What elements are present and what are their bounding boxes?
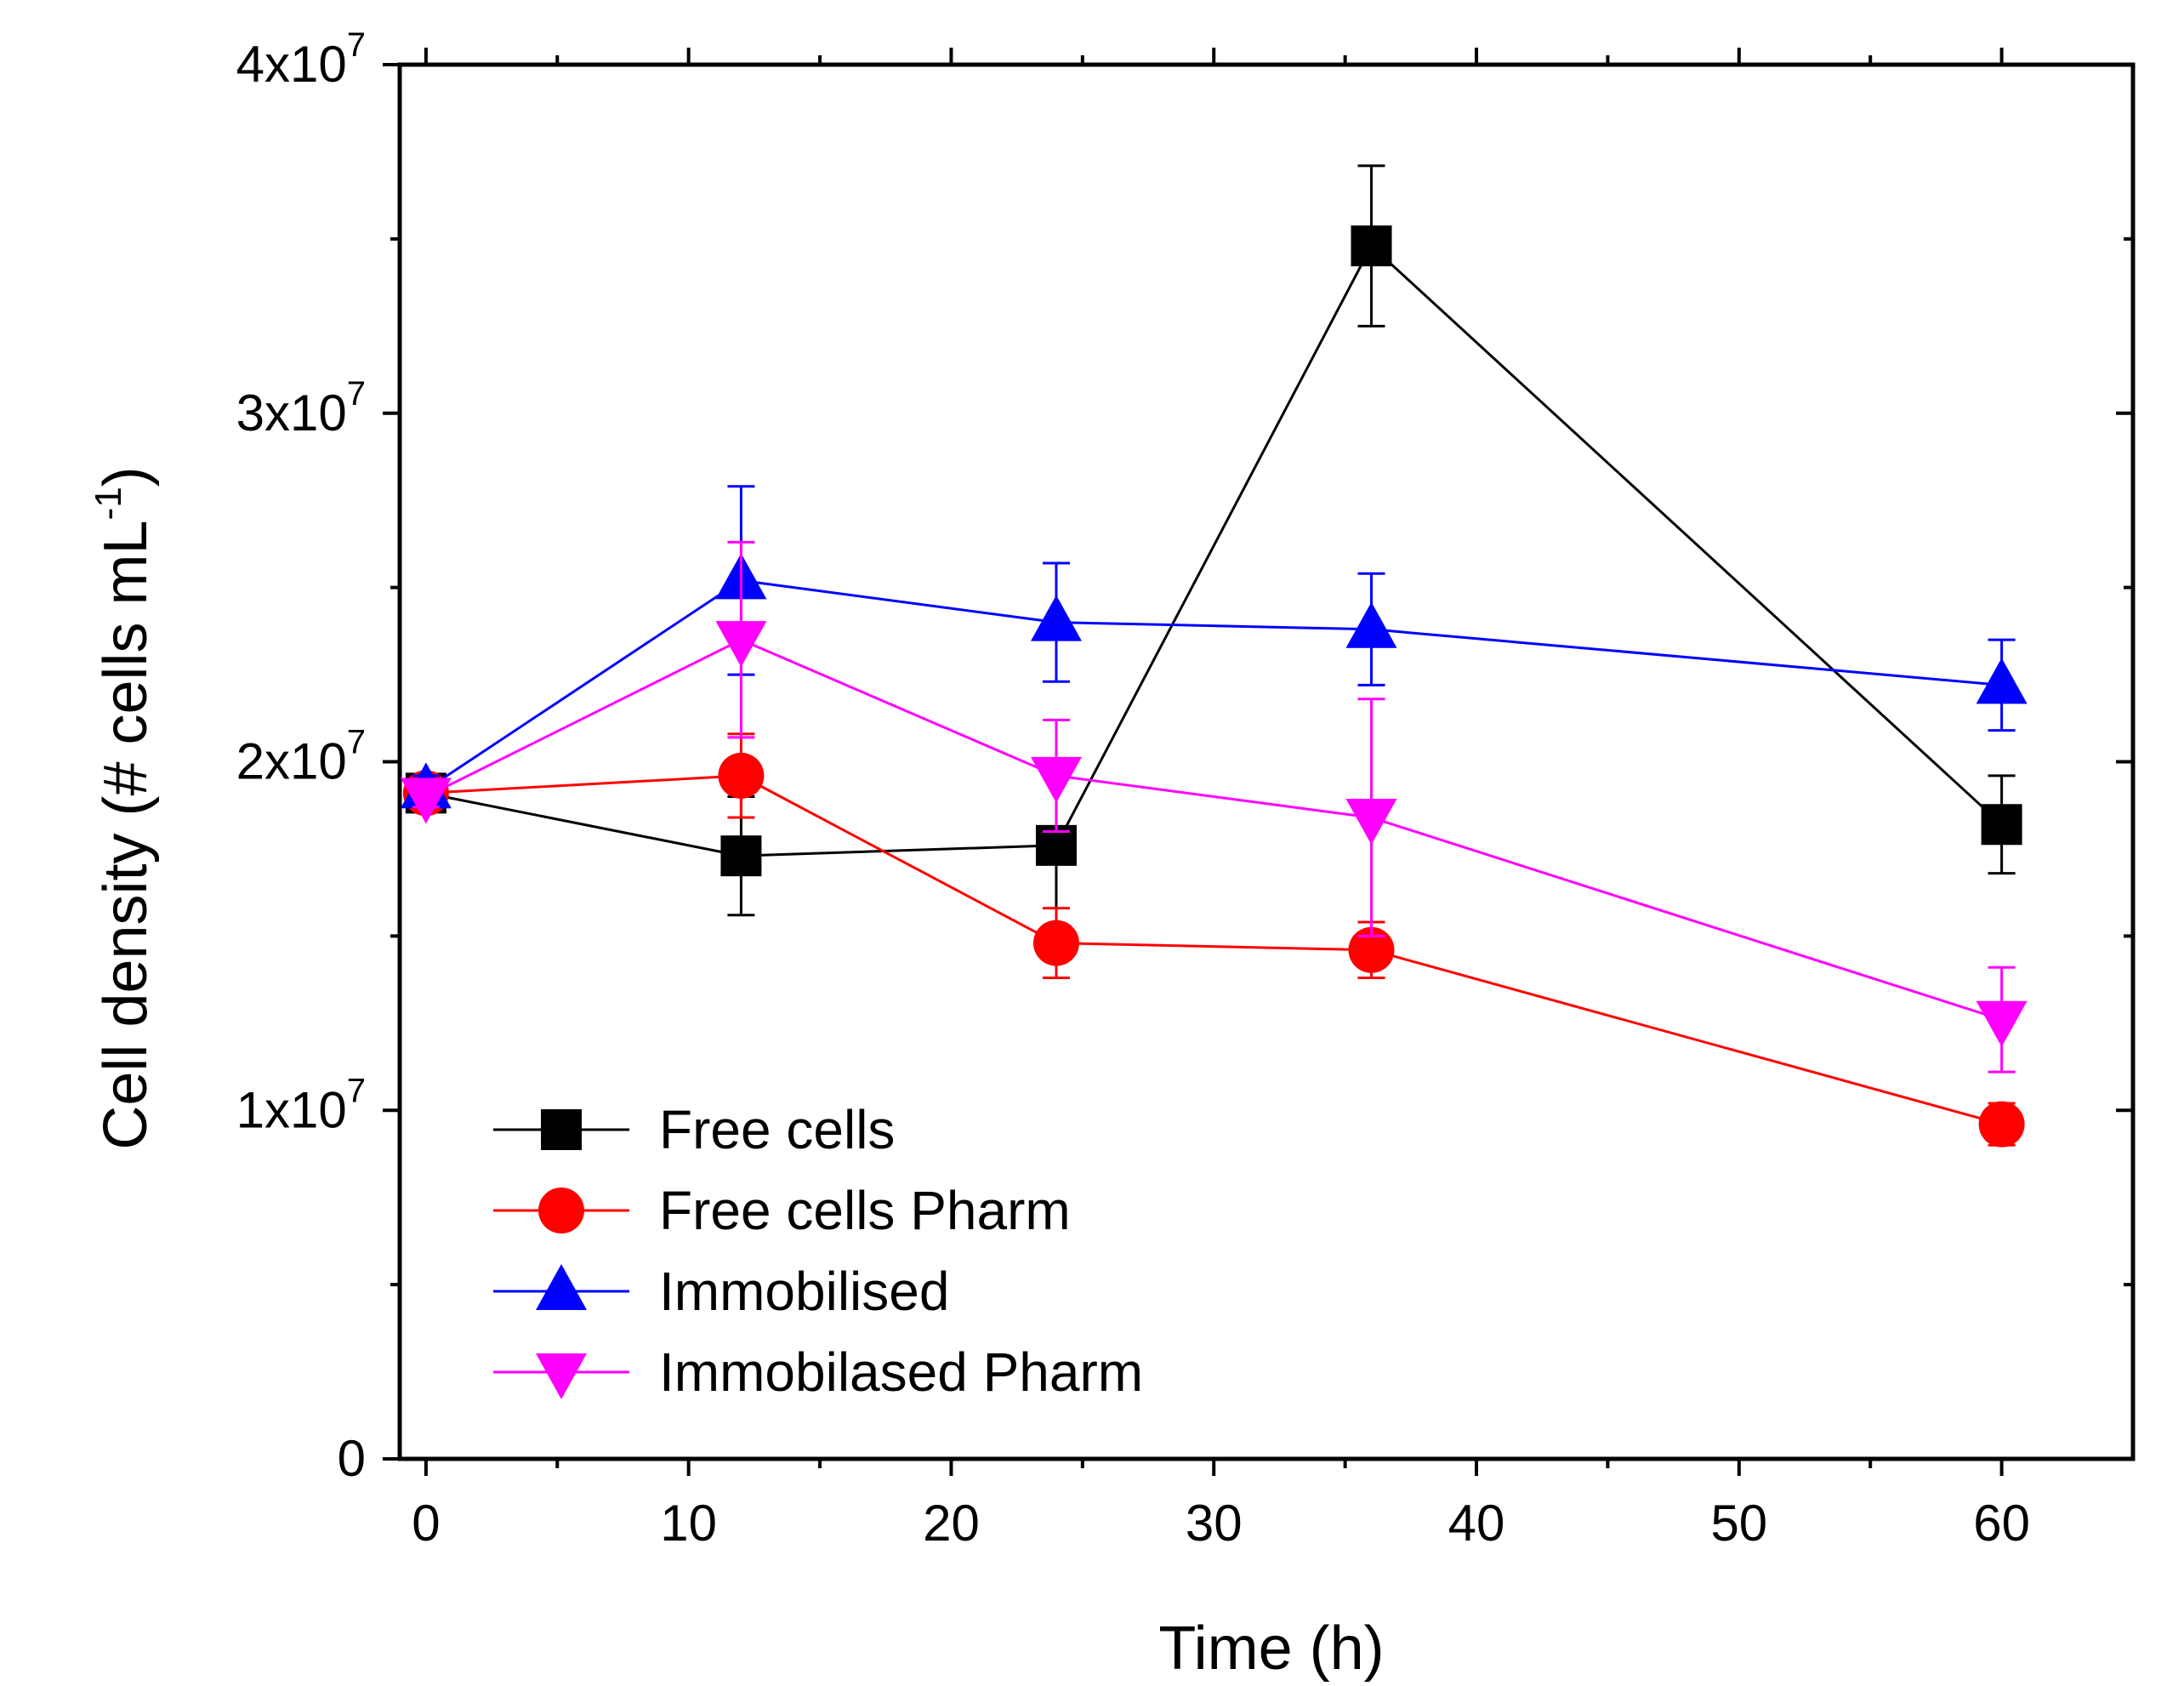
y-tick-label-base: 1x10 [236,1081,347,1138]
data-point [1032,920,1079,966]
y-tick-label-base: 3x10 [236,384,347,441]
x-tick-label: 50 [1710,1495,1767,1552]
y-tick-label-exponent: 7 [347,724,366,761]
legend-marker [536,1264,587,1310]
series-1 [405,164,2022,927]
y-axis-title: Cell density (# cells mL-1) [88,466,160,1149]
x-tick-label: 20 [923,1495,980,1552]
y-tick-label-base: 0 [338,1430,366,1487]
data-point [1345,799,1397,846]
data-point [1976,1000,2028,1047]
x-tick-label: 0 [412,1495,440,1552]
data-point [1345,601,1397,648]
y-axis-title-end: ) [92,466,160,487]
legend-marker [538,1188,584,1233]
data-point [1978,1101,2025,1148]
data-point [715,621,767,668]
data-point [1348,926,1395,973]
legend-label: Free cells [659,1099,895,1160]
series-2 [402,732,2025,1148]
data-point [1351,225,1392,267]
legend-label: Immobilased Pharm [659,1341,1143,1403]
data-point [720,835,762,877]
data-point [1976,658,2028,704]
x-tick-label: 30 [1186,1495,1243,1552]
x-tick-label: 60 [1973,1495,2030,1552]
data-point [1981,804,2022,846]
x-tick-label: 40 [1448,1495,1505,1552]
data-point [1030,756,1082,803]
series-line [425,638,2003,1022]
plot-frame [397,62,2136,1461]
legend-marker [536,1353,587,1399]
series-line [425,578,2002,791]
y-tick-label: 2x107 [236,724,366,790]
y-tick-label-base: 4x10 [236,36,347,93]
series-line [425,774,2002,1126]
x-tick-label: 10 [660,1495,717,1552]
legend-label: Free cells Pharm [659,1180,1071,1241]
legend-label: Immobilised [659,1261,949,1322]
y-tick-label-exponent: 7 [347,1072,366,1109]
y-tick-label-base: 2x10 [236,733,347,790]
y-tick-label-exponent: 7 [347,26,366,64]
y-tick-label-exponent: 7 [347,375,366,413]
y-tick-label: 3x107 [236,375,366,441]
data-point [400,777,452,824]
series-4 [400,540,2028,1074]
legend-marker [541,1109,582,1150]
series-3 [400,485,2028,809]
y-tick-label: 0 [338,1430,366,1487]
y-axis-title-superscript: -1 [88,487,129,520]
data-point [718,752,765,799]
y-tick-label: 1x107 [236,1072,366,1138]
data-point [1030,595,1082,641]
series-line [425,243,2003,857]
x-axis-title: Time (h) [1158,1615,1384,1683]
y-tick-label: 4x107 [236,26,366,93]
y-axis-title-main: Cell density (# cells mL [92,520,160,1149]
